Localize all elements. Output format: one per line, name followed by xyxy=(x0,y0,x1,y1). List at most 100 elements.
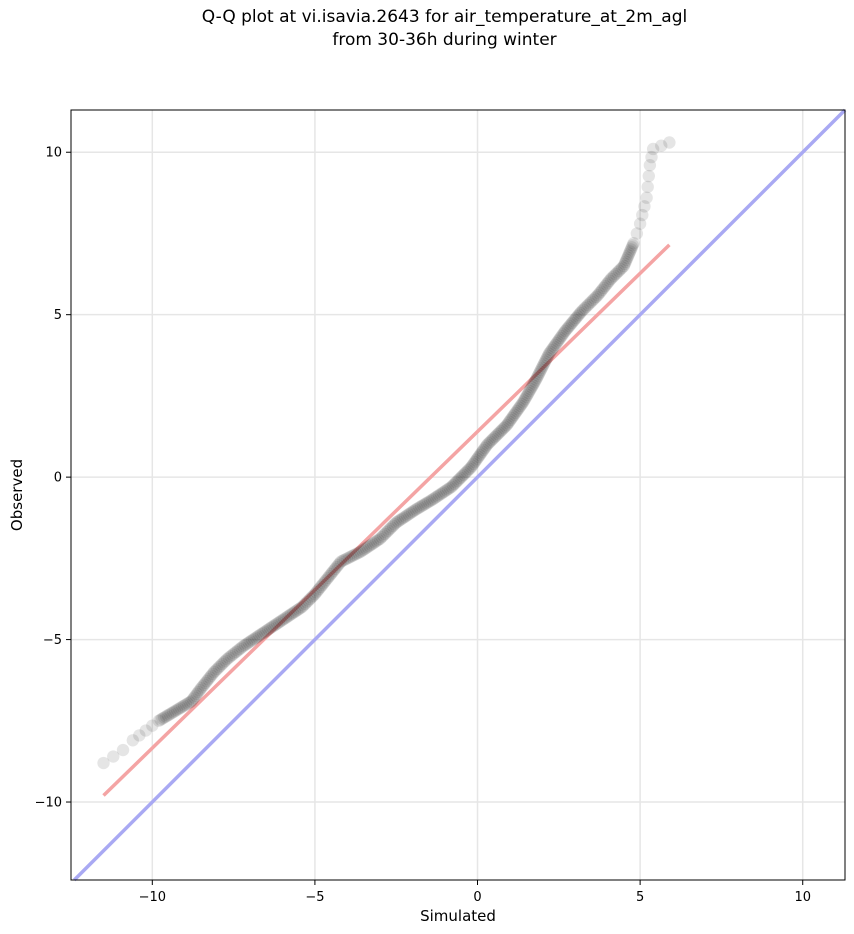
quantile-point xyxy=(393,514,406,527)
quantile-point xyxy=(505,411,518,425)
quantile-point xyxy=(556,328,570,341)
quantile-point xyxy=(493,426,506,439)
quantile-point xyxy=(420,496,433,510)
quantile-point xyxy=(338,553,352,566)
quantile-point xyxy=(617,259,631,273)
quantile-point xyxy=(583,297,596,310)
quantile-point xyxy=(533,365,547,378)
quantile-point xyxy=(516,396,530,409)
quantile-point xyxy=(476,445,489,458)
quantile-point xyxy=(537,357,551,370)
quantile-point xyxy=(290,604,303,617)
quantile-point xyxy=(277,612,291,626)
quantile-point xyxy=(458,467,472,480)
quantile-point xyxy=(272,616,286,629)
quantile-point xyxy=(402,508,415,521)
quantile-point xyxy=(348,548,361,561)
reference-lines xyxy=(73,108,847,882)
quantile-point xyxy=(324,568,338,581)
quantile-point xyxy=(499,420,512,433)
quantile-point xyxy=(593,287,606,300)
quantile-point xyxy=(473,448,486,462)
quantile-point xyxy=(297,599,310,612)
chart-title-block: Q-Q plot at vi.isavia.2643 for air_tempe… xyxy=(0,6,854,52)
quantile-point xyxy=(159,710,173,723)
quantile-point xyxy=(370,535,383,548)
quantile-point xyxy=(356,544,369,557)
quantile-point xyxy=(174,701,187,715)
quantile-point xyxy=(209,664,222,677)
quantile-point xyxy=(461,464,475,477)
quantile-point xyxy=(511,403,525,416)
x-tick-label: −5 xyxy=(305,890,324,905)
quantile-point xyxy=(513,401,526,414)
quantile-point xyxy=(285,607,298,621)
quantile-point xyxy=(586,293,600,307)
quantile-point xyxy=(158,711,171,724)
quantile-point xyxy=(247,632,261,646)
quantile-point xyxy=(622,249,635,262)
quantile-point xyxy=(555,329,568,343)
quantile-point xyxy=(274,615,287,628)
quantile-point xyxy=(167,705,180,719)
quantile-point xyxy=(540,351,554,364)
quantile-point xyxy=(302,594,315,607)
quantile-point xyxy=(181,697,194,710)
quantile-point xyxy=(97,756,110,770)
quantile-point xyxy=(609,267,622,281)
quantile-point xyxy=(395,512,408,526)
quantile-point xyxy=(300,596,313,609)
quantile-point xyxy=(314,580,327,594)
quantile-point xyxy=(317,577,330,590)
quantile-point xyxy=(263,622,277,635)
quantile-point xyxy=(156,712,169,725)
quantile-point xyxy=(528,375,542,388)
quantile-point xyxy=(308,587,322,601)
quantile-point xyxy=(574,306,587,320)
quantile-point xyxy=(288,605,302,619)
quantile-point xyxy=(404,506,417,520)
quantile-point xyxy=(521,388,534,402)
quantile-point xyxy=(340,552,353,565)
quantile-point xyxy=(219,654,232,667)
quantile-point xyxy=(217,656,231,669)
quantile-point xyxy=(535,361,549,374)
y-tick-label: −10 xyxy=(35,796,62,811)
quantile-point xyxy=(377,529,390,542)
quantile-point xyxy=(240,637,254,650)
quantile-point xyxy=(544,345,557,359)
quantile-point xyxy=(466,459,479,472)
quantile-point xyxy=(176,700,189,713)
quantile-point xyxy=(626,239,639,252)
quantile-point xyxy=(606,271,619,284)
quantile-point xyxy=(321,571,335,585)
quantile-point xyxy=(485,433,498,447)
quantile-point xyxy=(222,651,236,664)
quantile-point xyxy=(481,438,494,451)
quantile-point xyxy=(522,386,535,400)
quantile-point xyxy=(560,323,573,336)
quantile-point xyxy=(391,515,405,528)
quantile-point xyxy=(441,483,455,496)
quantile-point xyxy=(578,301,592,315)
quantile-point xyxy=(451,474,464,488)
quantile-point xyxy=(397,511,410,525)
grid xyxy=(71,110,845,880)
quantile-point xyxy=(292,603,305,616)
quantile-point xyxy=(472,450,485,464)
quantile-point xyxy=(477,443,490,457)
quantile-point xyxy=(607,269,621,282)
quantile-point xyxy=(425,493,439,507)
quantile-point xyxy=(206,667,219,681)
quantile-point xyxy=(199,676,212,690)
quantile-points xyxy=(97,136,676,770)
quantile-point xyxy=(197,678,211,691)
quantile-point xyxy=(330,560,343,574)
fit-line xyxy=(102,243,671,797)
quantile-point xyxy=(591,288,605,302)
quantile-point xyxy=(368,536,381,549)
quantile-point xyxy=(547,340,561,353)
quantile-point xyxy=(189,689,202,702)
y-tick-label: 5 xyxy=(54,308,62,323)
quantile-point xyxy=(431,490,444,503)
